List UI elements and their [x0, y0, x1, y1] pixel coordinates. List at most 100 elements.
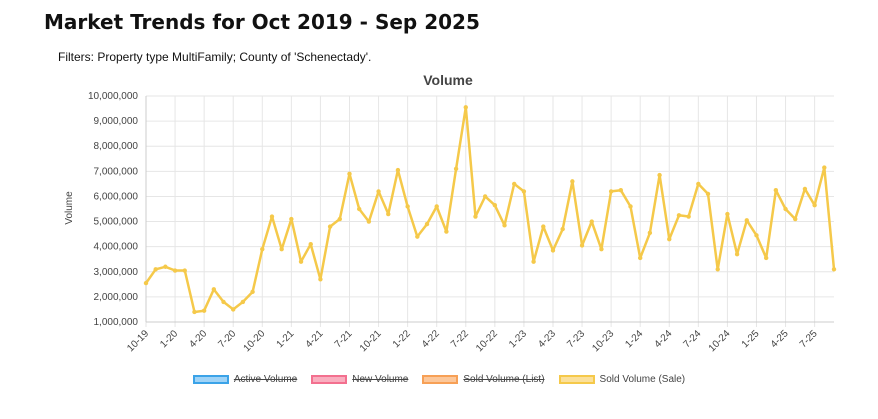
data-point[interactable]: [153, 267, 158, 272]
x-tick-label: 7-24: [682, 328, 704, 350]
data-point[interactable]: [201, 308, 207, 313]
data-point[interactable]: [579, 243, 585, 248]
data-point[interactable]: [405, 204, 410, 209]
data-point[interactable]: [376, 189, 381, 194]
legend-label: Sold Volume (Sale): [599, 374, 686, 385]
data-point[interactable]: [289, 216, 294, 222]
data-point[interactable]: [221, 299, 226, 305]
data-point[interactable]: [482, 194, 488, 199]
data-point[interactable]: [356, 206, 362, 212]
chart-title: Volume: [423, 72, 473, 88]
legend-item[interactable]: Active Volume: [192, 374, 298, 385]
data-point[interactable]: [512, 181, 517, 187]
data-point[interactable]: [318, 277, 323, 282]
data-point[interactable]: [521, 189, 527, 194]
y-tick-label: 4,000,000: [94, 242, 139, 253]
data-point[interactable]: [541, 224, 546, 229]
data-point[interactable]: [172, 268, 178, 273]
data-point[interactable]: [822, 165, 827, 170]
data-point[interactable]: [608, 189, 614, 194]
data-point[interactable]: [492, 203, 498, 208]
data-point[interactable]: [570, 179, 575, 184]
data-point[interactable]: [453, 166, 459, 172]
data-point[interactable]: [502, 223, 507, 228]
x-tick-label: 7-22: [449, 328, 471, 350]
data-point[interactable]: [754, 233, 759, 238]
data-point[interactable]: [599, 246, 604, 252]
legend-item[interactable]: Sold Volume (List): [422, 374, 545, 385]
legend-swatch: [311, 375, 348, 384]
data-point[interactable]: [386, 211, 391, 217]
y-tick-label: 10,000,000: [88, 91, 138, 102]
data-point[interactable]: [773, 187, 779, 193]
data-point[interactable]: [696, 181, 701, 187]
data-point[interactable]: [327, 224, 333, 229]
x-tick-label: 4-21: [304, 328, 326, 350]
legend-item[interactable]: New Volume: [311, 374, 408, 385]
x-tick-label: 1-22: [391, 328, 413, 350]
legend-item[interactable]: Sold Volume (Sale): [558, 374, 686, 385]
data-point[interactable]: [192, 309, 197, 315]
data-point[interactable]: [550, 248, 556, 253]
legend: Active Volume New Volume Sold Volume (List…: [0, 374, 878, 385]
data-point[interactable]: [463, 105, 468, 110]
data-point[interactable]: [637, 255, 643, 261]
data-point[interactable]: [831, 267, 837, 272]
data-point[interactable]: [444, 229, 449, 234]
data-point[interactable]: [279, 246, 284, 252]
data-point[interactable]: [705, 191, 711, 197]
data-point[interactable]: [366, 219, 372, 224]
data-point[interactable]: [250, 289, 255, 295]
legend-swatch: [192, 375, 229, 384]
data-point[interactable]: [667, 236, 672, 242]
data-point[interactable]: [240, 299, 246, 305]
data-point[interactable]: [686, 214, 691, 219]
data-point[interactable]: [163, 264, 168, 269]
data-point[interactable]: [473, 214, 478, 219]
x-tick-label: 4-23: [536, 328, 558, 350]
data-point[interactable]: [269, 214, 275, 219]
data-point[interactable]: [211, 287, 217, 292]
data-point[interactable]: [395, 167, 401, 173]
data-point[interactable]: [560, 226, 565, 232]
x-tick-label: 7-20: [216, 328, 238, 350]
data-point[interactable]: [715, 267, 720, 272]
data-point[interactable]: [143, 280, 149, 286]
data-point[interactable]: [231, 307, 236, 312]
data-point[interactable]: [337, 216, 343, 222]
legend-label: Active Volume: [233, 374, 298, 385]
data-point[interactable]: [802, 186, 808, 192]
data-point[interactable]: [628, 204, 633, 209]
data-point[interactable]: [415, 234, 420, 239]
data-point[interactable]: [647, 230, 653, 236]
data-point[interactable]: [260, 246, 265, 252]
x-tick-label: 4-24: [652, 328, 674, 350]
data-point[interactable]: [676, 213, 682, 218]
page-title: Market Trends for Oct 2019 - Sep 2025: [44, 10, 480, 34]
data-point[interactable]: [783, 206, 788, 212]
data-point[interactable]: [812, 203, 817, 208]
data-point[interactable]: [347, 171, 352, 177]
x-tick-label: 4-22: [420, 328, 442, 350]
data-point[interactable]: [657, 172, 662, 178]
x-tick-label: 10-24: [707, 328, 733, 354]
data-point[interactable]: [182, 268, 187, 273]
data-point[interactable]: [434, 204, 439, 209]
y-tick-label: 8,000,000: [94, 141, 139, 152]
data-point[interactable]: [308, 241, 313, 247]
data-point[interactable]: [589, 219, 594, 224]
data-point[interactable]: [618, 187, 624, 193]
y-tick-label: 1,000,000: [94, 317, 139, 328]
y-tick-label: 5,000,000: [94, 217, 139, 228]
data-point[interactable]: [424, 221, 430, 227]
data-point[interactable]: [793, 216, 798, 222]
y-axis-label: Volume: [64, 191, 75, 225]
data-point[interactable]: [531, 259, 536, 264]
data-point[interactable]: [298, 259, 304, 264]
data-point[interactable]: [734, 252, 740, 257]
data-point[interactable]: [763, 255, 769, 261]
data-point[interactable]: [744, 218, 749, 223]
data-point[interactable]: [725, 211, 730, 217]
series-line: [144, 106, 836, 314]
